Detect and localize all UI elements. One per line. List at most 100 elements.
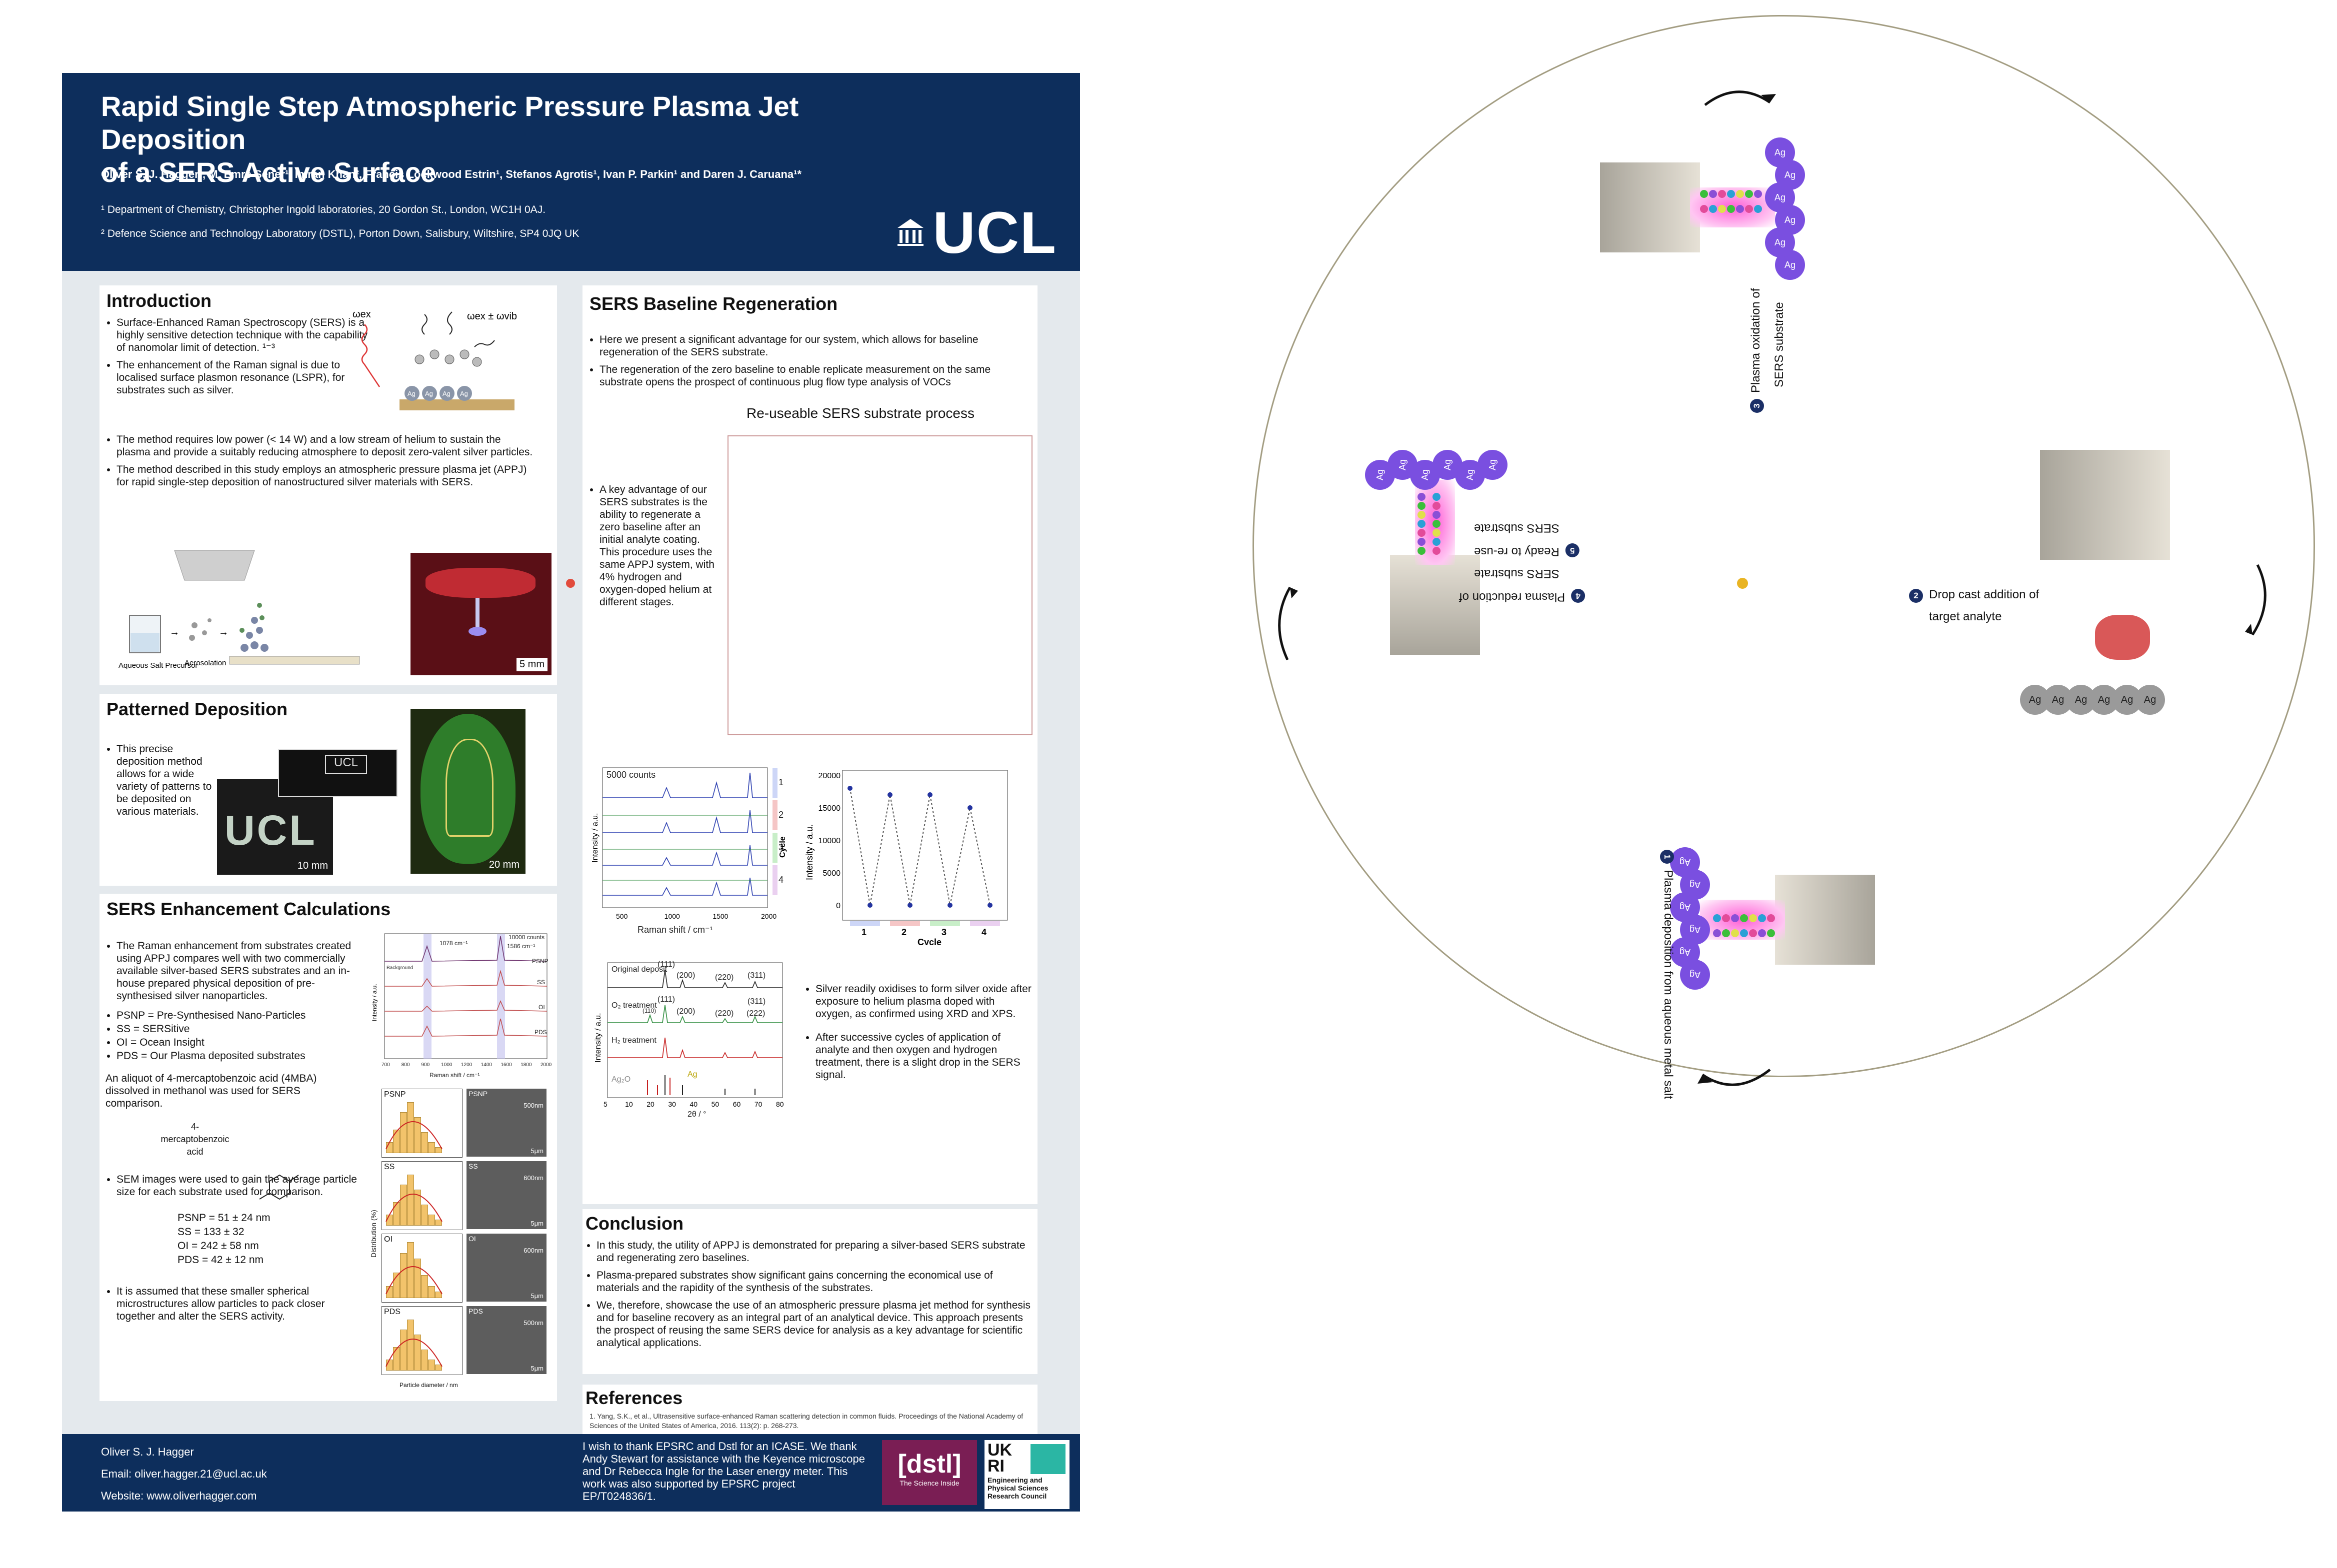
svg-text:Ag: Ag	[460, 390, 468, 397]
regeneration-right-bullets: Silver readily oxidises to form silver o…	[802, 983, 1032, 1086]
ag-particle: Ag	[1775, 250, 1805, 280]
enhancement-bullets: The Raman enhancement from substrates cr…	[102, 940, 360, 1328]
svg-text:Ag₂O: Ag₂O	[612, 1075, 630, 1084]
process-video-frame[interactable]	[728, 435, 1032, 735]
sem-label: SS	[468, 1162, 478, 1170]
svg-text:Raman shift / cm⁻¹: Raman shift / cm⁻¹	[638, 925, 713, 935]
histogram-bar	[435, 1147, 442, 1153]
introduction-bullets-top: Surface-Enhanced Raman Spectroscopy (SER…	[102, 316, 372, 401]
histogram-row: OI OI 600nm 5μm	[382, 1234, 552, 1304]
svg-text:5000 counts: 5000 counts	[606, 770, 656, 780]
ukri-epsrc-logo: UK RI Engineering and Physical Sciences …	[984, 1440, 1070, 1509]
acknowledgements: I wish to thank EPSRC and Dstl for an IC…	[582, 1440, 865, 1503]
sem-scale-b: 5μm	[530, 1292, 544, 1300]
histogram-bar	[400, 1330, 407, 1371]
histogram-bar	[393, 1202, 400, 1226]
svg-text:Ag: Ag	[688, 1070, 698, 1079]
svg-text:ωex ± ωvib: ωex ± ωvib	[467, 311, 517, 322]
conclusion-panel: Conclusion In this study, the utility of…	[582, 1209, 1038, 1374]
x-tick-label: 1800	[520, 1062, 532, 1068]
sem-scale-a: 500nm	[524, 1319, 544, 1327]
svg-text:Raman shift / cm⁻¹: Raman shift / cm⁻¹	[430, 1072, 480, 1079]
x-tick-label: 80	[776, 1100, 784, 1108]
svg-text:Aerosolation: Aerosolation	[184, 659, 226, 667]
svg-text:10000 counts: 10000 counts	[508, 934, 544, 941]
svg-text:(200): (200)	[676, 1007, 695, 1016]
svg-text:OI: OI	[538, 1004, 545, 1011]
histogram-bar	[421, 1275, 428, 1298]
histogram-label: PSNP	[384, 1090, 406, 1099]
author-list: Oliver S. J. Hagger¹, M. Emre Sener¹, Im…	[101, 168, 802, 180]
x-tick-label: 10	[625, 1100, 633, 1108]
step-4-label: 4Plasma reduction of	[1459, 589, 1586, 604]
contact-block: Oliver S. J. Hagger Email: oliver.hagger…	[101, 1441, 267, 1507]
ag-particle: Ag	[2135, 685, 2165, 715]
jet-unit-analyte: Ag Ag Ag Ag Ag Ag	[2020, 450, 2170, 730]
step-3-label-b: SERS substrate	[1772, 302, 1786, 387]
poster-title: Rapid Single Step Atmospheric Pressure P…	[101, 90, 799, 188]
svg-text:H₂ treatment: H₂ treatment	[612, 1036, 656, 1045]
x-tick-label: 1500	[712, 912, 728, 920]
x-tick-label: 40	[690, 1100, 698, 1108]
y-tick-label: 10000	[818, 837, 841, 845]
svg-text:Intensity / a.u.: Intensity / a.u.	[591, 813, 600, 863]
histogram-bar	[421, 1350, 428, 1371]
email-link[interactable]: Email: oliver.hagger.21@ucl.ac.uk	[101, 1468, 267, 1480]
step-5-label-b: SERS substrate	[1474, 521, 1560, 535]
svg-text:Background: Background	[386, 965, 413, 971]
x-tick-label: 2000	[761, 912, 776, 920]
svg-text:1078 cm⁻¹: 1078 cm⁻¹	[440, 940, 468, 947]
particle-size-histograms: Distribution (%) PSNP PSNP 500nm 5μm SS SS 600…	[370, 1089, 554, 1394]
svg-text:1: 1	[778, 777, 784, 787]
regeneration-title: SERS Baseline Regeneration	[590, 293, 838, 314]
step-2-label-b: target analyte	[1929, 610, 2002, 623]
svg-text:Original deposit: Original deposit	[612, 965, 668, 974]
x-tick-label: 2000	[540, 1062, 552, 1068]
x-tick-label: 900	[422, 1062, 430, 1068]
cycle-point	[928, 792, 932, 797]
svg-text:O₂ treatment: O₂ treatment	[612, 1001, 657, 1010]
histogram-bar	[407, 1320, 414, 1371]
patterned-panel: Patterned Deposition This precise deposi…	[100, 694, 557, 886]
x-tick-label: 1400	[481, 1062, 492, 1068]
histogram-bar	[414, 1335, 421, 1371]
svg-text:Intensity / a.u.: Intensity / a.u.	[371, 984, 378, 1021]
x-tick-label: 70	[754, 1100, 762, 1108]
x-tick-label: 1000	[664, 912, 680, 920]
histogram-bar	[393, 1130, 400, 1153]
enhancement-title: SERS Enhancement Calculations	[106, 899, 391, 919]
svg-text:Ag: Ag	[425, 390, 433, 397]
deposition-schematic: Aqueous Salt Precursor → Aerosolation →	[118, 550, 360, 670]
svg-text:(311): (311)	[748, 971, 766, 980]
step-3-label: 3Plasma oxidation of	[1749, 288, 1764, 413]
cycle-band	[890, 921, 920, 926]
ucl-pattern-photo: UCL 10 mm	[217, 779, 333, 875]
histogram-label: PDS	[384, 1308, 400, 1316]
x-tick-label: 5	[604, 1100, 608, 1108]
step-4-label-b: SERS substrate	[1474, 567, 1560, 580]
sem-scale-a: 600nm	[524, 1247, 544, 1254]
ag-particle: Ag	[1478, 450, 1508, 480]
affiliation-2: ² Defence Science and Technology Laborat…	[101, 228, 580, 239]
x-tick-label: 1200	[461, 1062, 472, 1068]
cycle-series-line	[850, 788, 990, 906]
website-link[interactable]: Website: www.oliverhagger.com	[101, 1490, 257, 1502]
svg-text:→: →	[218, 627, 228, 638]
xrd-chart: Original deposit O₂ treatment H₂ treatme…	[594, 960, 784, 1118]
conclusion-bullets: In this study, the utility of APPJ is de…	[582, 1239, 1035, 1354]
sem-label: PDS	[468, 1307, 483, 1315]
sem-image: SS 600nm 5μm	[466, 1161, 546, 1229]
svg-text:Aqueous Salt Precursor: Aqueous Salt Precursor	[118, 661, 198, 670]
cycle-arrows	[1278, 90, 2266, 1086]
cycle-point	[988, 903, 992, 908]
sem-image: PSNP 500nm 5μm	[466, 1089, 546, 1157]
enhancement-spectra-chart: 1078 cm⁻¹ 1586 cm⁻¹ 10000 counts PSNP SS…	[371, 933, 552, 1079]
cycle-band	[850, 921, 880, 926]
histogram-bar	[407, 1175, 414, 1226]
cycle-tick-label: 4	[982, 927, 986, 937]
plasma-jet-photo: 5 mm	[410, 553, 552, 675]
key-advantage-text: A key advantage of our SERS substrates i…	[586, 483, 720, 613]
jet-unit-oxidation: Ag Ag Ag Ag Ag Ag	[1600, 132, 1860, 282]
regeneration-panel: SERS Baseline Regeneration Here we prese…	[582, 285, 1038, 1204]
cycle-tick-label: 3	[942, 927, 946, 937]
